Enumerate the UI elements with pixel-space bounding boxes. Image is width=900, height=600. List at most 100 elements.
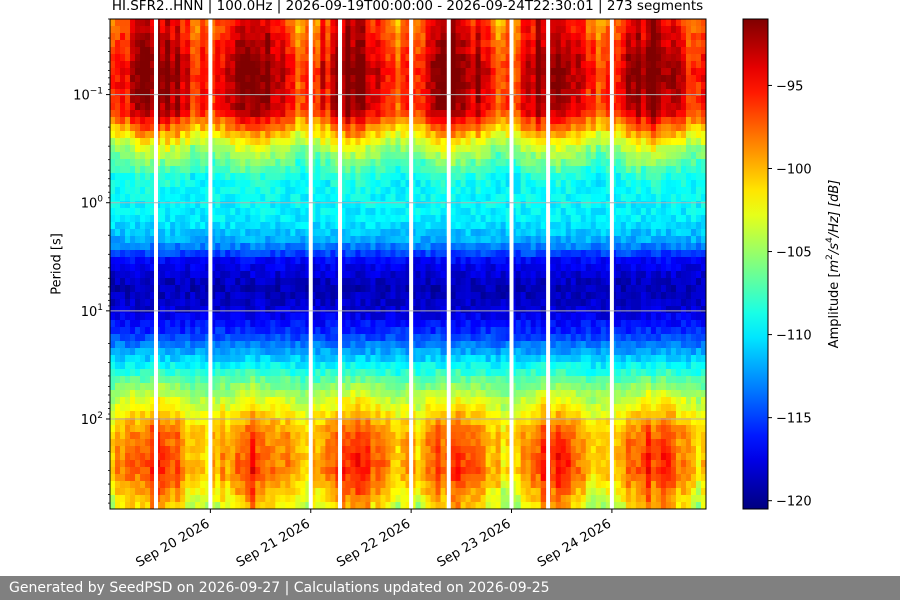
heatmap-cell xyxy=(140,187,146,195)
heatmap-cell xyxy=(580,180,587,188)
heatmap-cell xyxy=(300,285,306,293)
heatmap-cell xyxy=(160,180,166,188)
heatmap-cell xyxy=(605,201,612,209)
heatmap-cell xyxy=(635,40,642,48)
heatmap-cell xyxy=(185,124,191,132)
heatmap-cell xyxy=(245,131,251,139)
heatmap-cell xyxy=(475,103,482,111)
heatmap-cell xyxy=(690,40,697,48)
heatmap-cell xyxy=(375,208,382,216)
heatmap-cell xyxy=(700,75,706,83)
heatmap-cell xyxy=(315,285,321,293)
heatmap-cell xyxy=(125,278,131,286)
heatmap-cell xyxy=(280,159,286,167)
heatmap-cell xyxy=(625,306,632,314)
heatmap-cell xyxy=(410,152,417,160)
heatmap-cell xyxy=(190,131,196,139)
heatmap-cell xyxy=(530,40,537,48)
heatmap-cell xyxy=(630,201,637,209)
heatmap-cell xyxy=(235,264,241,272)
heatmap-cell xyxy=(325,257,331,265)
heatmap-cell xyxy=(500,75,507,83)
heatmap-cell xyxy=(535,152,542,160)
heatmap-cell xyxy=(110,117,116,125)
heatmap-cell xyxy=(345,61,351,69)
heatmap-cell xyxy=(365,271,372,279)
heatmap-cell xyxy=(135,159,141,167)
heatmap-cell xyxy=(500,124,507,132)
heatmap-cell xyxy=(330,117,336,125)
heatmap-cell xyxy=(345,96,351,104)
heatmap-cell xyxy=(245,68,251,76)
heatmap-cell xyxy=(345,166,351,174)
heatmap-cell xyxy=(410,103,417,111)
heatmap-cell xyxy=(520,292,527,300)
heatmap-cell xyxy=(575,201,582,209)
heatmap-cell xyxy=(195,82,201,90)
heatmap-cell xyxy=(215,285,221,293)
heatmap-cell xyxy=(695,257,702,265)
heatmap-cell xyxy=(575,173,582,181)
heatmap-cell xyxy=(120,271,126,279)
heatmap-cell xyxy=(135,40,141,48)
heatmap-cell xyxy=(150,306,156,314)
heatmap-cell xyxy=(645,152,652,160)
heatmap-cell xyxy=(405,89,412,97)
heatmap-cell xyxy=(285,33,291,41)
heatmap-cell xyxy=(230,145,236,153)
heatmap-cell xyxy=(185,117,191,125)
heatmap-cell xyxy=(570,292,577,300)
heatmap-cell xyxy=(305,54,311,62)
heatmap-cell xyxy=(655,306,662,314)
heatmap-cell xyxy=(175,278,181,286)
heatmap-cell xyxy=(355,236,362,244)
heatmap-cell xyxy=(670,236,677,244)
heatmap-cell xyxy=(535,89,542,97)
heatmap-cell xyxy=(405,257,412,265)
heatmap-cell xyxy=(285,215,291,223)
heatmap-cell xyxy=(440,117,447,125)
heatmap-cell xyxy=(365,68,372,76)
heatmap-cell xyxy=(665,138,672,146)
heatmap-cell xyxy=(280,173,286,181)
heatmap-cell xyxy=(435,152,442,160)
heatmap-cell xyxy=(135,299,141,307)
heatmap-cell xyxy=(275,103,281,111)
heatmap-cell xyxy=(585,250,592,258)
heatmap-cell xyxy=(225,96,231,104)
heatmap-cell xyxy=(260,173,266,181)
heatmap-cell xyxy=(205,47,211,55)
heatmap-cell xyxy=(305,26,311,34)
heatmap-cell xyxy=(385,131,392,139)
heatmap-cell xyxy=(630,152,637,160)
heatmap-cell xyxy=(675,201,682,209)
heatmap-cell xyxy=(450,222,457,230)
heatmap-cell xyxy=(215,47,221,55)
heatmap-cell xyxy=(455,82,462,90)
heatmap-cell xyxy=(685,159,692,167)
heatmap-cell xyxy=(450,82,457,90)
heatmap-cell xyxy=(375,194,382,202)
heatmap-cell xyxy=(305,180,311,188)
heatmap-cell xyxy=(205,152,211,160)
heatmap-cell xyxy=(580,152,587,160)
heatmap-cell xyxy=(425,201,432,209)
heatmap-cell xyxy=(570,201,577,209)
heatmap-cell xyxy=(280,89,286,97)
heatmap-cell xyxy=(525,33,532,41)
heatmap-cell xyxy=(530,26,537,34)
heatmap-cell xyxy=(205,89,211,97)
heatmap-cell xyxy=(265,243,271,251)
heatmap-cell xyxy=(460,75,467,83)
heatmap-cell xyxy=(525,138,532,146)
heatmap-cell xyxy=(680,278,687,286)
heatmap-cell xyxy=(240,26,246,34)
heatmap-cell xyxy=(465,292,472,300)
heatmap-cell xyxy=(675,68,682,76)
heatmap-cell xyxy=(550,201,557,209)
heatmap-cell xyxy=(575,285,582,293)
heatmap-cell xyxy=(365,236,372,244)
heatmap-cell xyxy=(475,33,482,41)
heatmap-cell xyxy=(145,292,151,300)
heatmap-cell xyxy=(340,285,346,293)
